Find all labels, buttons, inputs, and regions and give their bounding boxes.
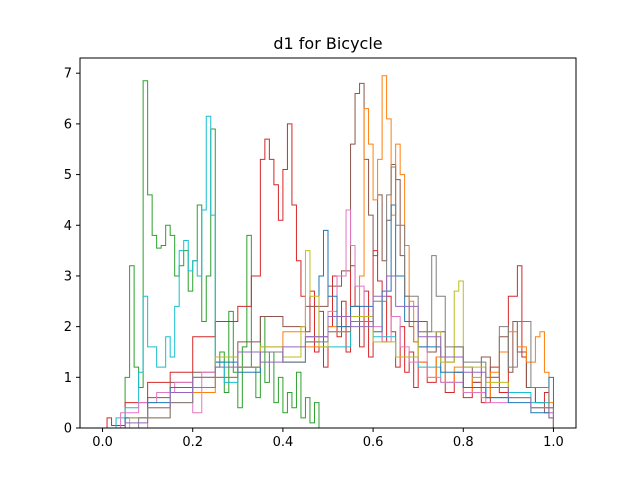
axes-frame [79,57,577,429]
y-axis: 0 1 2 3 4 5 6 7 [64,67,80,437]
histogram-series-10 [124,275,554,428]
x-tick-label: 0.4 [273,435,294,450]
x-tick-label: 0.8 [453,435,474,450]
y-tick-label: 6 [64,117,72,132]
y-tick-label: 3 [64,269,72,284]
y-tick-label: 2 [64,320,72,335]
y-tick-label: 4 [64,219,72,234]
y-tick-label: 5 [64,168,72,183]
histogram-series-1 [120,80,324,428]
x-tick-label: 0.0 [92,435,113,450]
y-tick-label: 7 [64,67,72,82]
plot-area [102,75,554,428]
x-axis: 0.0 0.2 0.4 0.6 0.8 1.0 [92,428,564,450]
histogram-series-4 [147,75,554,428]
x-tick-label: 0.2 [182,435,203,450]
x-tick-label: 0.6 [363,435,384,450]
histogram-series-6 [120,209,554,428]
chart-title: d1 for Bicycle [273,34,382,53]
x-tick-label: 1.0 [543,435,564,450]
y-tick-label: 0 [64,422,72,437]
histogram-series-9 [138,166,554,428]
y-tick-label: 1 [64,371,72,386]
